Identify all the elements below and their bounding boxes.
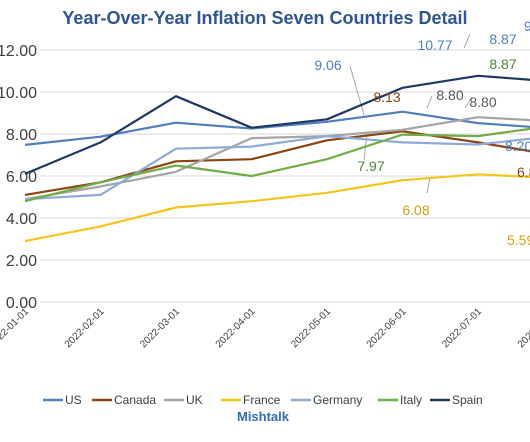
- data-label: 6.8: [517, 164, 530, 180]
- series-line-france: [24, 173, 530, 243]
- y-tick-label: 12.00: [0, 43, 37, 60]
- leader-line: [426, 177, 431, 194]
- source-label: Mishtalk: [237, 409, 290, 424]
- legend-label: Germany: [313, 393, 362, 407]
- data-labels: 9.06 10.77 8.87 9 8.13 8.80 8.80 8.87 7.97 8.20 6.…: [314, 18, 530, 248]
- legend-label: France: [243, 393, 281, 407]
- y-tick-label: 8.00: [6, 127, 37, 144]
- series-line-spain: [24, 74, 530, 175]
- data-label: 9.06: [314, 57, 341, 73]
- series-line-italy: [24, 127, 530, 203]
- y-tick-label: 4.00: [6, 211, 37, 228]
- x-tick-label: 2022-02-01: [63, 306, 107, 350]
- legend-label: Spain: [452, 393, 483, 407]
- legend: US Canada UK France Germany Italy Spain: [43, 393, 483, 407]
- series-line-us: [24, 110, 530, 146]
- x-tick-label: 2022-06-01: [365, 306, 409, 350]
- series-line-uk: [24, 116, 530, 201]
- chart-title: Year-Over-Year Inflation Seven Countries…: [62, 8, 467, 28]
- data-label: 5.59: [507, 232, 530, 248]
- y-tick-label: 10.00: [0, 85, 37, 102]
- x-tick-label: 2022-07-01: [440, 306, 484, 350]
- x-tick-label: 2022-05-01: [289, 306, 333, 350]
- data-label: 8.80: [469, 94, 496, 110]
- y-tick-label: 2.00: [6, 253, 37, 270]
- leader-line: [464, 96, 473, 109]
- legend-label: Canada: [114, 393, 156, 407]
- data-label: 8.87: [489, 56, 516, 72]
- leader-line: [349, 65, 365, 116]
- leader-line: [463, 33, 471, 49]
- data-label: 8.13: [373, 89, 400, 105]
- x-tick-label: 2022-08-01: [516, 306, 530, 350]
- legend-label: UK: [186, 393, 203, 407]
- legend-label: US: [65, 393, 82, 407]
- series-line-germany: [24, 135, 530, 201]
- x-tick-label: 2022-03-01: [138, 306, 182, 350]
- data-label: 8.87: [489, 31, 516, 47]
- data-label: 10.77: [417, 37, 452, 53]
- series-line-canada: [24, 130, 530, 196]
- data-label: 8.20: [505, 138, 530, 154]
- leader-line: [426, 95, 433, 109]
- y-tick-label: 0.00: [6, 295, 37, 312]
- data-label: 6.08: [402, 202, 429, 218]
- data-label: 7.97: [357, 158, 384, 174]
- legend-label: Italy: [400, 393, 422, 407]
- x-axis-ticks: 2022-01-01 2022-02-01 2022-03-01 2022-04-01…: [0, 306, 530, 350]
- x-tick-label: 2022-01-01: [0, 306, 31, 350]
- x-tick-label: 2022-04-01: [214, 306, 258, 350]
- data-label: 9: [524, 18, 530, 34]
- series-lines: [24, 74, 530, 243]
- data-label: 8.80: [436, 87, 463, 103]
